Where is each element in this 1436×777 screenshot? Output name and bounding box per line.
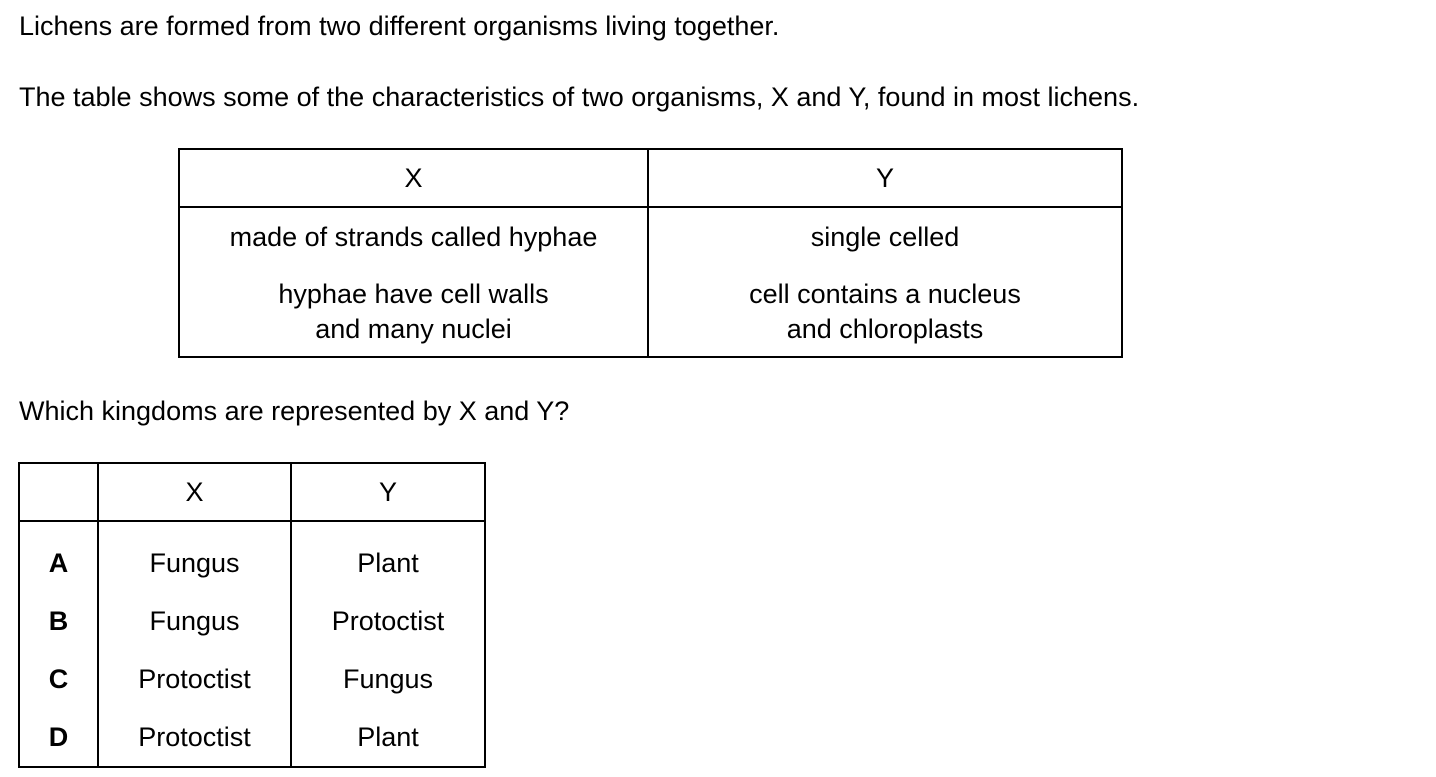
options-header-row: X Y (18, 462, 486, 522)
options-header-x: X (97, 462, 292, 522)
y-characteristics-cell: single celled cell contains a nucleus an… (647, 206, 1123, 358)
answer-options-table: X Y A Fungus Plant B Fungus Protoctist C… (18, 462, 486, 768)
option-row-a[interactable]: A Fungus Plant (18, 521, 486, 592)
x-characteristic-2a: hyphae have cell walls (278, 279, 549, 309)
y-characteristic-2a: cell contains a nucleus (749, 279, 1021, 309)
y-characteristic-1: single celled (810, 222, 960, 252)
option-x-kingdom: Fungus (97, 592, 292, 650)
characteristics-body-row: made of strands called hyphae hyphae hav… (178, 206, 1123, 358)
option-row-c[interactable]: C Protoctist Fungus (18, 650, 486, 708)
intro-line-1: Lichens are formed from two different or… (19, 11, 780, 41)
option-letter: B (18, 592, 99, 650)
options-header-blank (18, 462, 99, 522)
x-characteristics-cell: made of strands called hyphae hyphae hav… (178, 206, 649, 358)
header-y: Y (647, 148, 1123, 208)
header-x: X (178, 148, 649, 208)
option-x-kingdom: Protoctist (97, 708, 292, 768)
intro-line-2: The table shows some of the characterist… (19, 82, 1140, 112)
option-row-d[interactable]: D Protoctist Plant (18, 708, 486, 768)
option-y-kingdom: Protoctist (290, 592, 486, 650)
option-letter: A (18, 521, 99, 592)
option-letter: C (18, 650, 99, 708)
option-y-kingdom: Plant (290, 708, 486, 768)
option-letter: D (18, 708, 99, 768)
y-characteristic-2b: and chloroplasts (786, 314, 984, 344)
question-text: Which kingdoms are represented by X and … (19, 396, 570, 426)
option-y-kingdom: Fungus (290, 650, 486, 708)
x-characteristic-2b: and many nuclei (315, 314, 512, 344)
option-x-kingdom: Protoctist (97, 650, 292, 708)
option-y-kingdom: Plant (290, 521, 486, 592)
x-characteristic-1: made of strands called hyphae (229, 222, 598, 252)
option-row-b[interactable]: B Fungus Protoctist (18, 592, 486, 650)
option-x-kingdom: Fungus (97, 521, 292, 592)
options-header-y: Y (290, 462, 486, 522)
characteristics-header-row: X Y (178, 148, 1123, 208)
characteristics-table: X Y made of strands called hyphae hyphae… (178, 148, 1123, 358)
